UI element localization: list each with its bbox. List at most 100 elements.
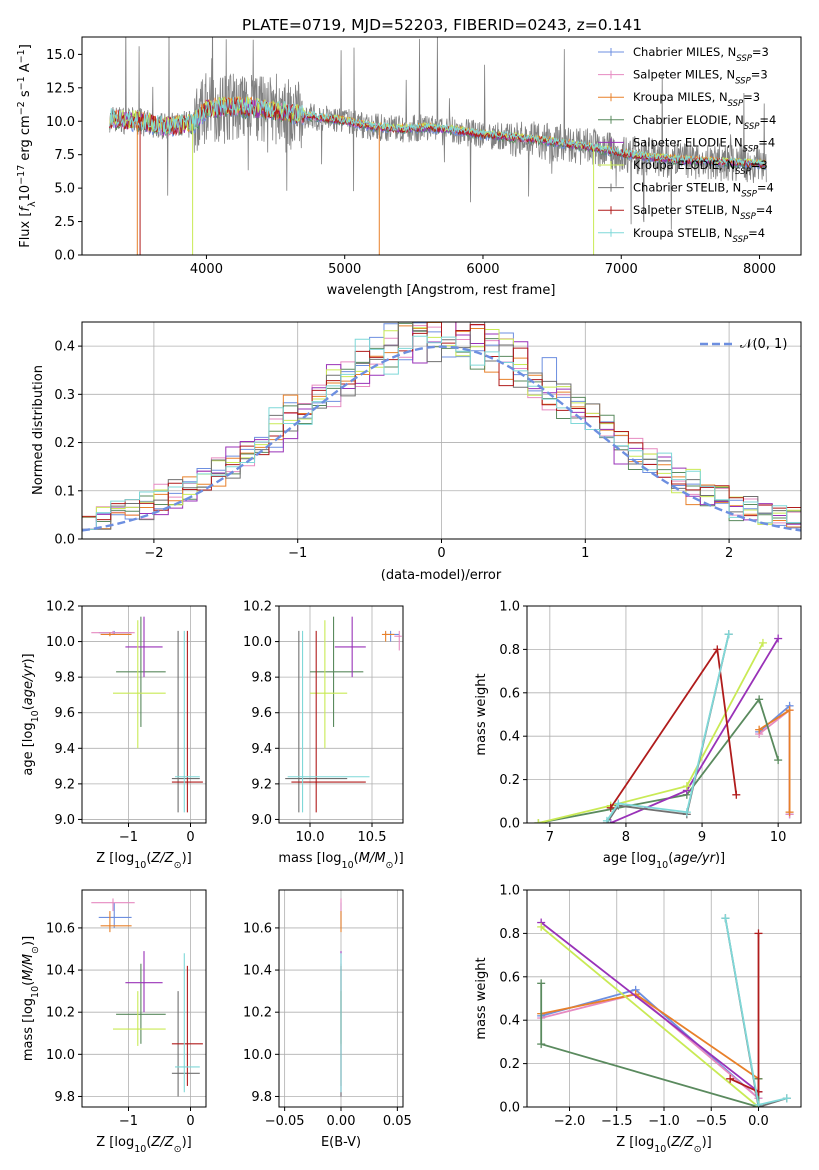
point-salpeter-stelib (186, 781, 189, 783)
y-tick-label: 9.2 (251, 777, 272, 792)
legend-label: Salpeter ELODIE, NSSP=4 (633, 135, 775, 154)
y-tick-label: 0.2 (54, 436, 75, 451)
point-kroupa-stelib (301, 775, 304, 778)
y-tick-label: 1.0 (499, 884, 520, 899)
legend-label-main: Kroupa ELODIE, N (633, 158, 735, 172)
x-tick-label: 1 (581, 546, 589, 561)
point-chabrier-stelib (298, 777, 300, 780)
y-tick-label: 10.6 (243, 921, 272, 936)
x-tick-label: −1 (119, 1114, 138, 1129)
x-tick-label: −2 (144, 546, 163, 561)
y-axis-label: mass [log10(M/M⊙)] (21, 936, 41, 1061)
legend-label-eq: =3 (751, 158, 768, 172)
label-part: age [ (21, 742, 36, 775)
axes-frame (81, 36, 802, 256)
legend-label-main: Chabrier STELIB, N (633, 181, 741, 195)
legend-label-eq: =3 (752, 45, 769, 59)
point-kroupa-miles (109, 925, 111, 927)
label-part: log (21, 998, 36, 1018)
y-tick-label: 9.8 (251, 671, 272, 686)
legend-label-sub: SSP (736, 54, 752, 64)
x-tick-label: 10.5 (358, 830, 387, 845)
legend-label-main: Salpeter STELIB, N (633, 203, 740, 217)
label-part: ( (354, 851, 359, 866)
x-tick-label: 2 (725, 546, 733, 561)
legend-label-eq: =3 (751, 68, 768, 82)
y-tick-label: 10.0 (46, 1048, 75, 1063)
legend-label-main: Salpeter ELODIE, N (633, 135, 743, 149)
x-tick-label: 8 (622, 830, 630, 845)
mass-vs-extinction-panel: −0.05 0.00 0.05 9.8 10.0 10.2 10.4 10.6 E(B-V) (243, 889, 412, 1150)
label-part: ( (21, 981, 36, 986)
label-part: mass [ (21, 1018, 36, 1061)
y-tick-label: 0.6 (499, 970, 520, 985)
point-chabrier-stelib (177, 777, 179, 780)
legend-label-eq: =4 (756, 203, 773, 217)
model-spectrum-kroupa-stelib (109, 96, 767, 167)
x-axis-label: Z [log10(Z/Z⊙)] (616, 1135, 711, 1155)
x-tick-label: 4000 (190, 262, 223, 277)
line-chabrier-elodie (538, 697, 780, 823)
y-tick-label: 0.3 (54, 388, 75, 403)
line-salpeter-elodie (610, 638, 779, 823)
label-part: Z/Z (150, 851, 174, 866)
y-axis-label: mass weight (474, 957, 489, 1039)
point-salpeter-miles (112, 631, 114, 634)
x-axis-label: (data-model)/error (381, 568, 502, 583)
point-chabrier-elodie (140, 1013, 142, 1016)
x-axis-label: E(B-V) (321, 1135, 361, 1150)
label-part: log (114, 851, 134, 866)
x-axis-label: Z [log10(Z/Z⊙)] (96, 1135, 191, 1155)
point-salpeter-miles (398, 635, 401, 638)
legend-label: Chabrier MILES, NSSP=3 (633, 45, 769, 64)
legend-label-main: Chabrier ELODIE, N (633, 113, 744, 127)
gaussian-reference-curve (82, 345, 801, 532)
plot-area (91, 898, 203, 1097)
x-axis-label: mass [log10(M/M⊙)] (278, 851, 403, 871)
y-tick-label: 0.1 (54, 484, 75, 499)
label-part: f (18, 205, 33, 212)
label-part: M/M (359, 851, 386, 866)
point-chabrier-elodie (332, 671, 335, 673)
legend-label-main: Chabrier MILES, N (633, 45, 736, 59)
y-tick-label: 10.4 (46, 964, 75, 979)
y-tick-label: 9.8 (54, 671, 75, 686)
x-tick-label: 7000 (605, 262, 638, 277)
label-part: age/yr (21, 662, 36, 705)
plot-area (91, 616, 203, 813)
y-axis-label: Flux [fλ10−17 erg cm−2 s−1 A−1] (16, 44, 38, 248)
y-tick-label: 15.0 (46, 48, 75, 63)
x-tick-label: 8000 (743, 262, 776, 277)
label-part: log (21, 722, 36, 742)
legend-label: Salpeter MILES, NSSP=3 (633, 68, 768, 87)
y-tick-label: 9.0 (251, 813, 272, 828)
plot-area (537, 914, 791, 1107)
point-kroupa-elodie (324, 692, 326, 694)
label-part: log (114, 1135, 134, 1150)
point-chabrier-elodie (140, 671, 142, 673)
y-tick-label: 9.6 (54, 706, 75, 721)
y-tick-label: 10.2 (243, 600, 272, 615)
point-salpeter-elodie (143, 981, 145, 984)
label-part: −17 (16, 165, 27, 185)
x-tick-label: 0 (186, 830, 194, 845)
x-tick-label: 7 (546, 830, 554, 845)
point-kroupa-stelib (183, 775, 186, 778)
label-part: )] (394, 851, 404, 866)
label-part: Flux [ (18, 212, 33, 248)
label-part: ⊙ (30, 946, 41, 954)
axes-frame (81, 889, 207, 1108)
axes-frame (526, 605, 802, 824)
axes-frame (526, 889, 802, 1108)
label-part: λ (27, 201, 38, 207)
label-part: Z/Z (670, 1135, 694, 1150)
y-tick-label: 10.0 (46, 635, 75, 650)
x-tick-label: −1.0 (648, 1114, 680, 1129)
point-chabrier-stelib (177, 1072, 179, 1075)
label-part: 10 (30, 710, 41, 722)
plot-area (82, 322, 801, 532)
point-salpeter-miles (112, 901, 114, 904)
point-kroupa-elodie (137, 692, 139, 694)
axes-frame (278, 889, 404, 1108)
label-part: ⊙ (174, 1144, 182, 1155)
